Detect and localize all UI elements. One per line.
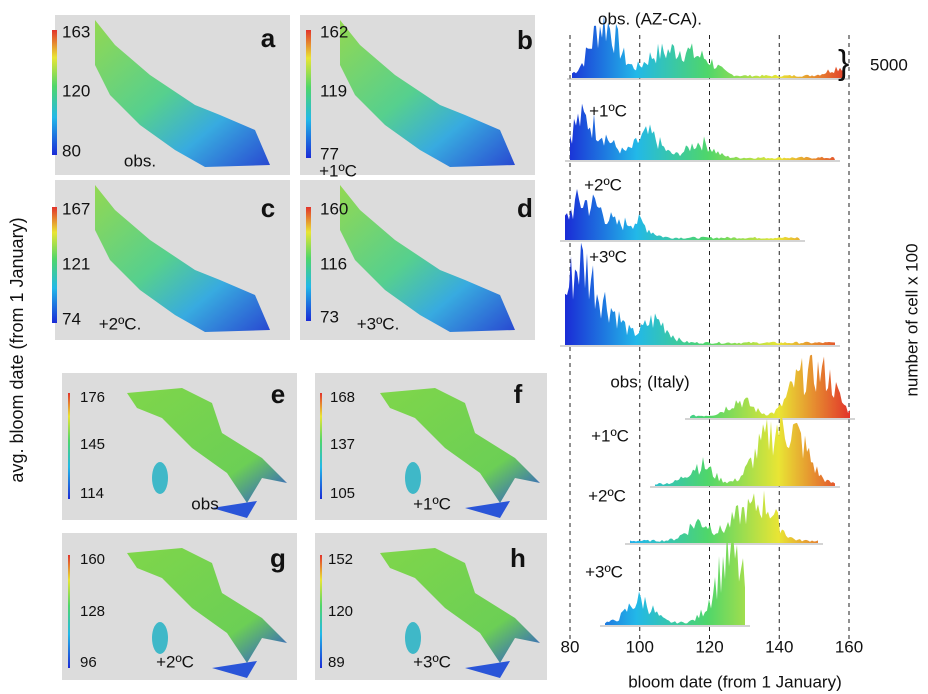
colorbar xyxy=(68,555,70,668)
panel-letter: e xyxy=(271,379,285,409)
x-tick-label: 160 xyxy=(835,637,863,656)
colorbar xyxy=(306,207,311,321)
panel-letter: h xyxy=(510,543,526,573)
x-tick-label: 140 xyxy=(765,637,793,656)
colorbar xyxy=(306,30,311,158)
y-label: avg. bloom date (from 1 January) xyxy=(7,217,27,482)
colorbar-label: 160 xyxy=(80,551,105,568)
colorbar xyxy=(52,207,57,323)
panel-label: +2ºC xyxy=(156,652,194,671)
map-island xyxy=(465,501,510,518)
panel-label: +1ºC xyxy=(413,494,451,513)
colorbar-label: 89 xyxy=(328,654,345,671)
colorbar-label: 80 xyxy=(62,141,81,160)
colorbar-label: 96 xyxy=(80,654,97,671)
colorbar-label: 163 xyxy=(62,22,90,41)
map-island xyxy=(465,661,510,678)
colorbar xyxy=(68,393,70,499)
colorbar-label: 120 xyxy=(328,603,353,620)
colorbar-label: 116 xyxy=(320,254,347,273)
map-region xyxy=(127,388,287,503)
map-region xyxy=(340,185,515,332)
histogram xyxy=(690,354,850,418)
colorbar-label: 119 xyxy=(320,81,347,100)
histogram-label: obs. (AZ-CA). xyxy=(598,9,702,28)
histogram-label: obs. (Italy) xyxy=(610,372,689,391)
y-label: number of cell x 100 xyxy=(902,243,921,396)
histogram xyxy=(565,188,800,240)
histogram-label: +3ºC xyxy=(589,247,627,266)
colorbar-label: 77 xyxy=(320,144,339,163)
colorbar-label: 120 xyxy=(62,81,90,100)
map-region xyxy=(95,185,270,332)
map-region xyxy=(95,20,270,167)
panel-label: obs. xyxy=(124,151,156,170)
map-region xyxy=(380,548,540,663)
panel-letter: f xyxy=(514,379,523,409)
x-label: bloom date (from 1 January) xyxy=(628,672,842,691)
panel-label: +3ºC. xyxy=(357,314,400,333)
colorbar-label: 160 xyxy=(320,199,348,218)
map-region xyxy=(340,20,515,167)
map-island xyxy=(212,501,257,518)
histogram xyxy=(655,407,835,486)
map-island xyxy=(152,462,168,494)
histogram xyxy=(570,103,835,160)
colorbar-label: 121 xyxy=(62,254,90,273)
x-tick-label: 120 xyxy=(695,637,723,656)
x-tick-label: 100 xyxy=(626,637,654,656)
colorbar-label: 176 xyxy=(80,389,105,406)
map-island xyxy=(152,622,168,654)
histogram xyxy=(572,14,845,78)
colorbar-label: 167 xyxy=(62,199,90,218)
panel-letter: d xyxy=(517,193,533,223)
panel-label: +2ºC. xyxy=(99,314,142,333)
histogram xyxy=(630,490,818,543)
colorbar-label: 162 xyxy=(320,22,348,41)
map-island xyxy=(405,622,421,654)
histogram-label: +3ºC xyxy=(585,562,623,581)
scale-brace: } xyxy=(838,44,849,82)
colorbar xyxy=(320,555,322,668)
map-region xyxy=(380,388,540,503)
histogram xyxy=(565,242,835,345)
map-island xyxy=(405,462,421,494)
colorbar-label: 105 xyxy=(330,485,355,502)
histogram-label: +1ºC xyxy=(589,101,627,120)
histogram-label: +2ºC xyxy=(588,486,626,505)
colorbar-label: 74 xyxy=(62,309,81,328)
histogram xyxy=(605,530,745,625)
scale-label: 5000 xyxy=(870,55,908,74)
panel-label: +3ºC xyxy=(413,652,451,671)
colorbar-label: 168 xyxy=(330,389,355,406)
colorbar-label: 114 xyxy=(80,485,104,502)
map-island xyxy=(212,661,257,678)
histogram-label: +2ºC xyxy=(584,175,622,194)
histogram-label: +1ºC xyxy=(591,426,629,445)
colorbar-label: 73 xyxy=(320,307,339,326)
panel-letter: a xyxy=(261,23,276,53)
panel-label: obs xyxy=(191,494,218,513)
colorbar xyxy=(320,393,322,499)
x-tick-label: 80 xyxy=(561,637,580,656)
panel-label: +1ºC xyxy=(319,161,357,180)
colorbar-label: 152 xyxy=(328,551,353,568)
colorbar-label: 137 xyxy=(330,436,355,453)
panel-letter: b xyxy=(517,25,533,55)
map-region xyxy=(127,548,287,663)
colorbar xyxy=(52,30,57,155)
colorbar-label: 145 xyxy=(80,436,105,453)
panel-letter: g xyxy=(270,543,286,573)
colorbar-label: 128 xyxy=(80,603,105,620)
panel-letter: c xyxy=(261,193,275,223)
